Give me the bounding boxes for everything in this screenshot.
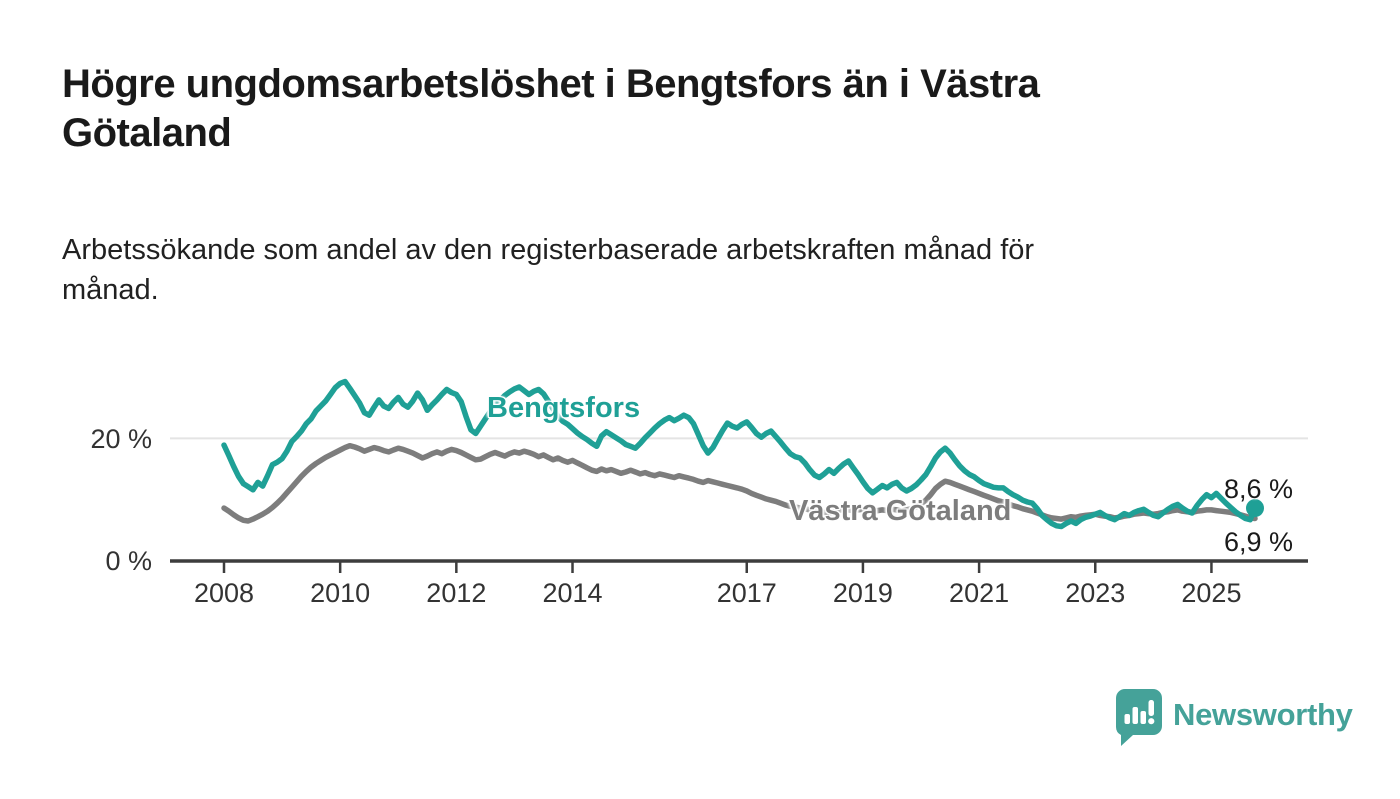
x-tick-label-2023: 2023 [1065,578,1125,608]
x-tick-label-2012: 2012 [426,578,486,608]
logo-bar-chart-glyph [1124,700,1155,725]
x-tick-label-2008: 2008 [194,578,254,608]
vastra-gotaland-series-label: Västra Götaland [789,495,1012,527]
vastra-gotaland-end-value-label: 6,9 % [1224,527,1294,557]
bengtsfors-series-label: Bengtsfors [487,392,641,424]
x-tick-label-2019: 2019 [833,578,893,608]
x-tick-label-2010: 2010 [310,578,370,608]
x-tick-label-2014: 2014 [542,578,602,608]
x-tick-label-2025: 2025 [1181,578,1241,608]
page-subtitle-line1: Arbetssökande som andel av den registerb… [62,234,1035,266]
bengtsfors-end-dot [1246,499,1264,518]
bengtsfors-end-value-label: 8,6 % [1224,474,1294,504]
x-axis-ticks [222,562,1213,573]
newsworthy-logo-text: Newsworthy [1173,697,1353,732]
page-title-line2: Götaland [62,111,232,155]
y-axis-labels: 20 % 0 % [90,424,152,576]
x-tick-label-2017: 2017 [717,578,777,608]
y-tick-label-0: 0 % [105,546,152,576]
x-axis-labels: 2008 2010 2012 2014 2017 2019 2021 2023 2025 [194,578,1242,608]
page-title-line1: Högre ungdomsarbetslöshet i Bengtsfors ä… [62,62,1040,106]
logo-bubble-shape [1116,689,1162,746]
newsworthy-logo: Newsworthy [1115,688,1353,748]
bengtsfors-line [221,378,1258,530]
y-tick-label-20: 20 % [90,424,152,454]
page-title: Högre ungdomsarbetslöshet i Bengtsfors ä… [62,60,1242,158]
x-tick-label-2021: 2021 [949,578,1009,608]
page-subtitle-line2: månad. [62,274,159,306]
newsworthy-logo-icon [1116,689,1162,746]
page-subtitle: Arbetssökande som andel av den registerb… [62,230,1242,310]
